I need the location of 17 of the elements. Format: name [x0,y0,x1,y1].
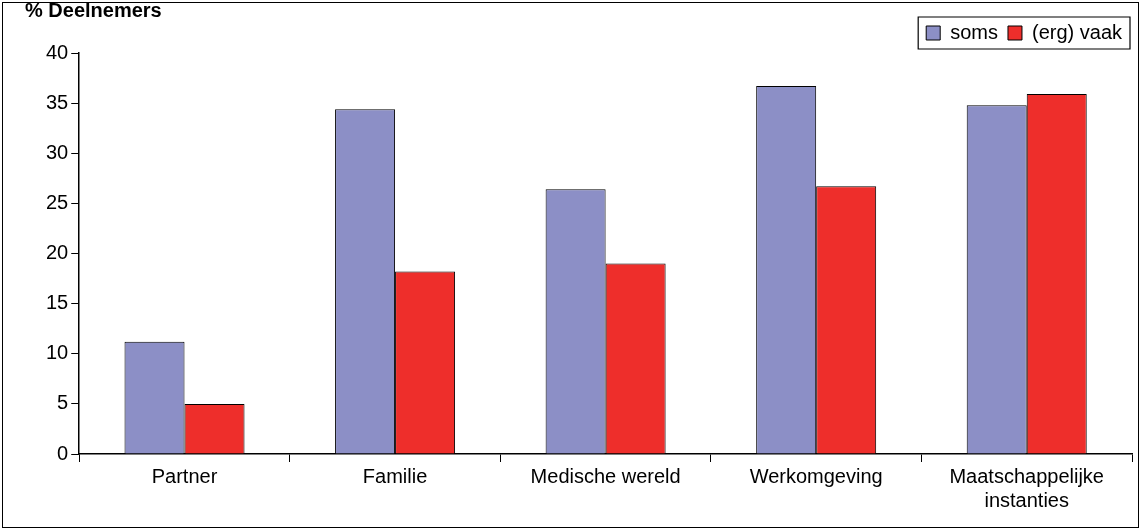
y-tick-label: 35 [46,90,69,113]
y-tick-label: 20 [46,241,69,264]
y-tick-label: 15 [46,291,69,314]
y-tick-label: 10 [46,341,69,364]
y-tick-label: 40 [46,40,69,63]
x-tick-label: Maatschappelijke instanties [949,464,1104,511]
y-axis-title: % Deelnemers [25,0,162,21]
y-tick-label: 0 [57,441,69,464]
y-tick-label: 25 [46,190,69,213]
legend-label: (erg) vaak [1031,20,1123,43]
x-tick-label: Partner [151,464,218,487]
x-tick-label: Medische wereld [530,464,681,487]
x-tick-label: Werkomgeving [749,464,883,487]
legend-label: soms [950,20,998,43]
x-tick-label: Familie [362,464,428,487]
y-tick-label: 5 [57,391,69,414]
y-tick-label: 30 [46,140,69,163]
